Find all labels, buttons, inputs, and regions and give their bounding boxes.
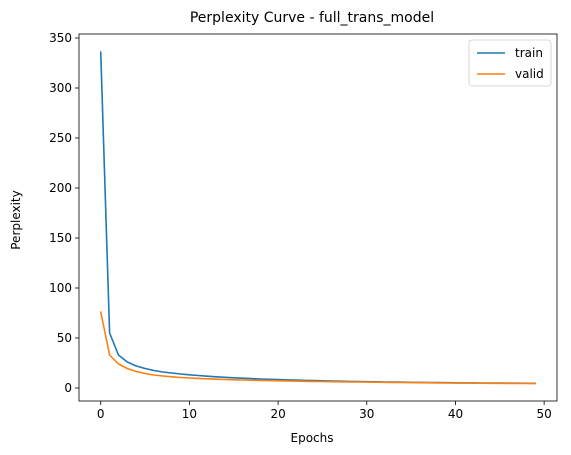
y-tick-label: 100: [49, 281, 72, 295]
legend-label-valid: valid: [515, 67, 544, 81]
series-line-valid: [99, 311, 537, 385]
x-tick-label: 10: [182, 407, 197, 421]
y-axis-label: Perplexity: [9, 190, 23, 250]
x-axis-ticks: 0 10 20 30 40 50: [97, 401, 552, 421]
plot-frame: [78, 33, 558, 402]
y-tick-label: 250: [49, 131, 72, 145]
x-axis-label: Epochs: [291, 431, 334, 445]
x-tick-label: 20: [270, 407, 285, 421]
x-tick-label: 50: [537, 407, 552, 421]
y-tick-label: 300: [49, 81, 72, 95]
x-tick-label: 40: [448, 407, 463, 421]
series-lines: [99, 51, 537, 385]
legend-label-train: train: [515, 46, 543, 60]
y-axis-ticks: 0 50 100 150 200 250 300 350: [49, 31, 79, 395]
y-tick-label: 200: [49, 181, 72, 195]
plot-area: [78, 33, 558, 402]
legend: train valid: [468, 39, 552, 87]
x-tick-label: 0: [97, 407, 105, 421]
y-tick-label: 50: [57, 331, 72, 345]
x-tick-label: 30: [359, 407, 374, 421]
y-tick-label: 350: [49, 31, 72, 45]
chart-title: Perplexity Curve - full_trans_model: [190, 10, 434, 26]
y-tick-label: 150: [49, 231, 72, 245]
y-tick-label: 0: [64, 381, 72, 395]
